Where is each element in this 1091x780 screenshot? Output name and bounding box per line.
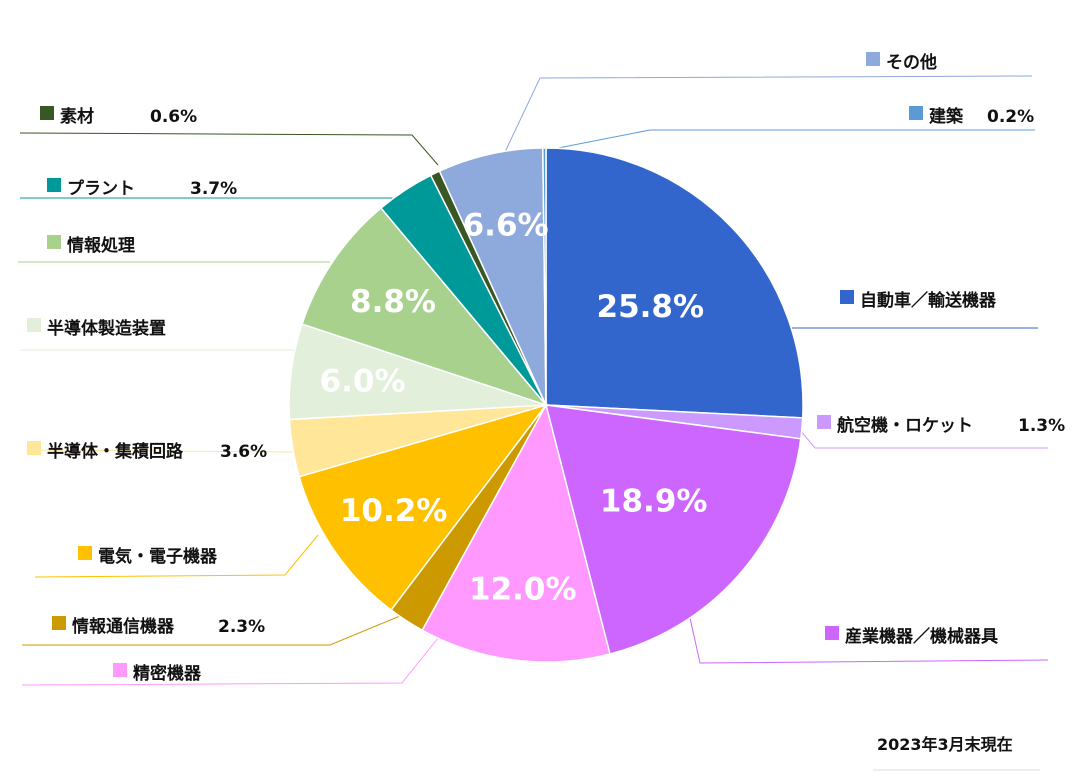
slice-3-legend-swatch — [825, 626, 839, 640]
slice-5-outside-value-label: 2.3% — [218, 617, 265, 637]
slice-12-value-label: 6.6% — [463, 207, 549, 243]
slice-2-category-label: 航空機・ロケット — [837, 415, 973, 436]
slice-3-category-label: 産業機器／機械器具 — [845, 626, 998, 647]
slice-1-value-label: 25.8% — [597, 289, 705, 325]
slice-11-legend-swatch — [40, 106, 54, 120]
slice-9-value-label: 8.8% — [350, 284, 436, 320]
slice-6 — [298, 403, 548, 612]
slice-13-outside-value-label: 0.2% — [987, 107, 1034, 127]
slice-4-legend-swatch — [113, 663, 127, 677]
slice-5-legend-swatch — [52, 616, 66, 630]
slice-13 — [542, 147, 547, 406]
slice-7-outside-value-label: 3.6% — [220, 442, 267, 462]
slice-8-value-label: 6.0% — [320, 364, 406, 400]
slice-2-leader-line — [799, 429, 1048, 449]
slice-4 — [421, 402, 611, 663]
slice-3 — [544, 404, 802, 655]
pie-slices — [288, 147, 804, 663]
slice-13-category-label: 建築 — [929, 106, 964, 127]
slice-1 — [545, 147, 804, 419]
slice-6-legend-swatch — [78, 546, 92, 560]
slice-10-legend-swatch — [47, 178, 61, 192]
slice-12-legend-swatch — [866, 52, 880, 66]
slice-value-labels: 25.8% 18.9% 12.0% 10.2% 6.0% 8.8% 6.6% — [320, 207, 708, 607]
slice-12-leader-line — [504, 75, 1033, 153]
date-note: 2023年3月末現在 — [877, 735, 1013, 754]
slice-1-category-label: 自動車／輸送機器 — [860, 290, 997, 311]
slice-7-legend-swatch — [27, 441, 41, 455]
slice-2-outside-value-label: 1.3% — [1018, 416, 1065, 436]
slice-6-category-label: 電気・電子機器 — [98, 546, 218, 567]
slice-6-leader-line — [34, 534, 319, 578]
leader-lines — [18, 75, 1049, 686]
slice-6-value-label: 10.2% — [340, 493, 448, 529]
slice-12-category-label: その他 — [886, 52, 937, 73]
slice-10-outside-value-label: 3.7% — [190, 179, 237, 199]
slice-4-value-label: 12.0% — [469, 572, 577, 608]
slice-11-outside-value-label: 0.6% — [150, 107, 197, 127]
slice-9-category-label: 情報処理 — [67, 235, 135, 256]
slice-1-legend-swatch — [840, 290, 854, 304]
slice-10-category-label: プラント — [67, 178, 135, 199]
slice-13-leader-line — [547, 129, 1035, 151]
slice-11-leader-line — [19, 132, 439, 166]
slice-11-category-label: 素材 — [60, 106, 94, 127]
slice-5-category-label: 情報通信機器 — [72, 616, 175, 637]
slice-3-value-label: 18.9% — [600, 484, 708, 520]
slice-7-leader-line — [25, 449, 297, 453]
slice-8-category-label: 半導体製造装置 — [47, 318, 166, 339]
slice-8-legend-swatch — [27, 318, 41, 332]
slice-5-leader-line — [22, 615, 401, 646]
slice-4-category-label: 精密機器 — [133, 663, 202, 684]
slice-13-legend-swatch — [909, 106, 923, 120]
slice-9 — [301, 206, 549, 407]
slice-2-legend-swatch — [817, 415, 831, 429]
slice-3-leader-line — [689, 617, 1049, 664]
slice-9-legend-swatch — [47, 235, 61, 249]
slice-7-category-label: 半導体・集積回路 — [47, 441, 184, 462]
slice-4-leader-line — [21, 637, 439, 686]
